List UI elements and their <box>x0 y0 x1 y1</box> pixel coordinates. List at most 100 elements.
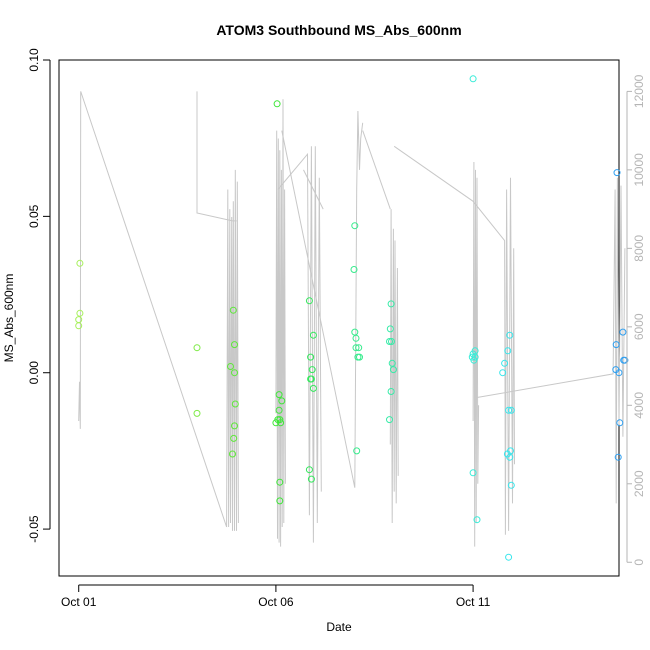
data-point-20 <box>277 419 285 427</box>
x-tick-label: Oct 06 <box>258 595 294 609</box>
y2-tick-label: 0 <box>632 559 646 566</box>
y-tick-label: 0.10 <box>27 48 41 72</box>
data-point-68 <box>505 553 513 561</box>
data-point-57 <box>473 516 481 524</box>
data-point-71 <box>612 341 620 349</box>
data-point-42 <box>387 300 395 308</box>
data-point-12 <box>230 434 238 442</box>
data-point-55 <box>470 356 478 364</box>
data-point-48 <box>387 388 395 395</box>
data-point-40 <box>356 353 363 361</box>
x-tick-label: Oct 11 <box>456 595 491 609</box>
data-point-17 <box>275 406 283 414</box>
data-point-44 <box>386 338 393 345</box>
data-point-38 <box>355 344 363 352</box>
data-point-21 <box>276 416 284 424</box>
data-point-60 <box>501 359 509 367</box>
data-point-61 <box>499 369 507 377</box>
data-point-33 <box>351 222 359 230</box>
y2-tick-label: 8000 <box>632 235 646 262</box>
data-point-45 <box>388 338 395 345</box>
data-point-0 <box>76 259 84 267</box>
data-point-8 <box>231 341 238 349</box>
data-point-56 <box>469 469 477 477</box>
secondary-line-segment-4 <box>281 110 364 488</box>
data-point-76 <box>616 419 624 427</box>
secondary-line-segment-8 <box>472 161 480 547</box>
data-point-9 <box>231 369 238 377</box>
data-point-77 <box>614 453 622 461</box>
data-point-34 <box>350 266 358 273</box>
secondary-line-segment-9 <box>393 145 515 535</box>
data-point-70 <box>619 328 627 336</box>
data-point-41 <box>353 447 361 455</box>
data-point-63 <box>507 406 515 414</box>
y2-tick-label: 2000 <box>632 470 646 497</box>
secondary-line-segment-3 <box>277 146 322 543</box>
data-point-43 <box>386 325 394 333</box>
data-point-50 <box>469 75 477 83</box>
secondary-line-segment-1 <box>196 91 237 222</box>
data-point-24 <box>305 297 313 305</box>
data-point-1 <box>76 309 84 317</box>
secondary-line-segment-10 <box>476 177 626 504</box>
data-point-15 <box>275 391 283 399</box>
data-point-22 <box>276 478 284 486</box>
data-point-4 <box>193 344 201 352</box>
data-point-7 <box>229 306 237 314</box>
data-point-58 <box>506 331 514 339</box>
data-point-5 <box>193 409 201 417</box>
data-point-73 <box>621 356 629 364</box>
data-point-59 <box>504 347 512 355</box>
data-point-75 <box>615 369 623 377</box>
points-layer <box>75 75 629 561</box>
data-point-13 <box>229 450 236 458</box>
secondary-line-layer <box>78 91 626 547</box>
data-point-47 <box>389 366 397 374</box>
data-point-6 <box>227 363 234 370</box>
data-point-49 <box>386 416 393 424</box>
data-point-32 <box>307 475 315 483</box>
y-tick-label: 0.05 <box>27 204 41 228</box>
data-point-3 <box>75 322 83 330</box>
data-point-23 <box>276 497 284 505</box>
y2-tick-label: 6000 <box>632 313 646 340</box>
y2-tick-label: 4000 <box>632 392 646 419</box>
secondary-line-segment-7 <box>362 130 391 210</box>
y2-tick-label: 10000 <box>632 153 646 187</box>
y2-tick-label: 12000 <box>632 74 646 108</box>
data-point-16 <box>278 397 286 405</box>
data-point-29 <box>307 375 315 383</box>
data-point-62 <box>505 406 513 414</box>
secondary-line-segment-6 <box>389 209 399 524</box>
secondary-line-segment-5 <box>303 169 324 210</box>
y-axis-label: MS_Abs_600nm <box>2 274 16 363</box>
x-tick-label: Oct 01 <box>61 595 97 609</box>
y-tick-label: 0.00 <box>27 361 41 385</box>
data-point-11 <box>231 422 238 430</box>
data-point-69 <box>613 169 621 177</box>
data-point-66 <box>506 453 514 461</box>
data-point-30 <box>309 384 317 392</box>
x-axis: Oct 01 Oct 06 Oct 11 <box>61 584 491 609</box>
secondary-line-segment-0 <box>78 91 239 531</box>
data-point-10 <box>231 400 239 408</box>
data-point-26 <box>307 353 315 361</box>
data-point-37 <box>352 344 360 352</box>
chart-title: ATOM3 Southbound MS_Abs_600nm <box>216 22 461 38</box>
data-point-46 <box>388 359 396 367</box>
x-axis-label: Date <box>326 620 352 634</box>
data-point-14 <box>273 100 281 108</box>
data-point-27 <box>308 366 316 374</box>
y-axis: -0.05 0.00 0.05 0.10 <box>27 48 51 543</box>
data-point-67 <box>507 481 515 489</box>
y2-axis: 0 2000 4000 6000 8000 10000 12000 <box>626 74 646 566</box>
plot-frame <box>58 59 620 577</box>
data-point-54 <box>471 353 479 361</box>
data-point-25 <box>309 331 317 339</box>
data-point-31 <box>305 466 313 474</box>
secondary-line-segment-2 <box>275 99 286 547</box>
data-point-36 <box>352 334 360 342</box>
